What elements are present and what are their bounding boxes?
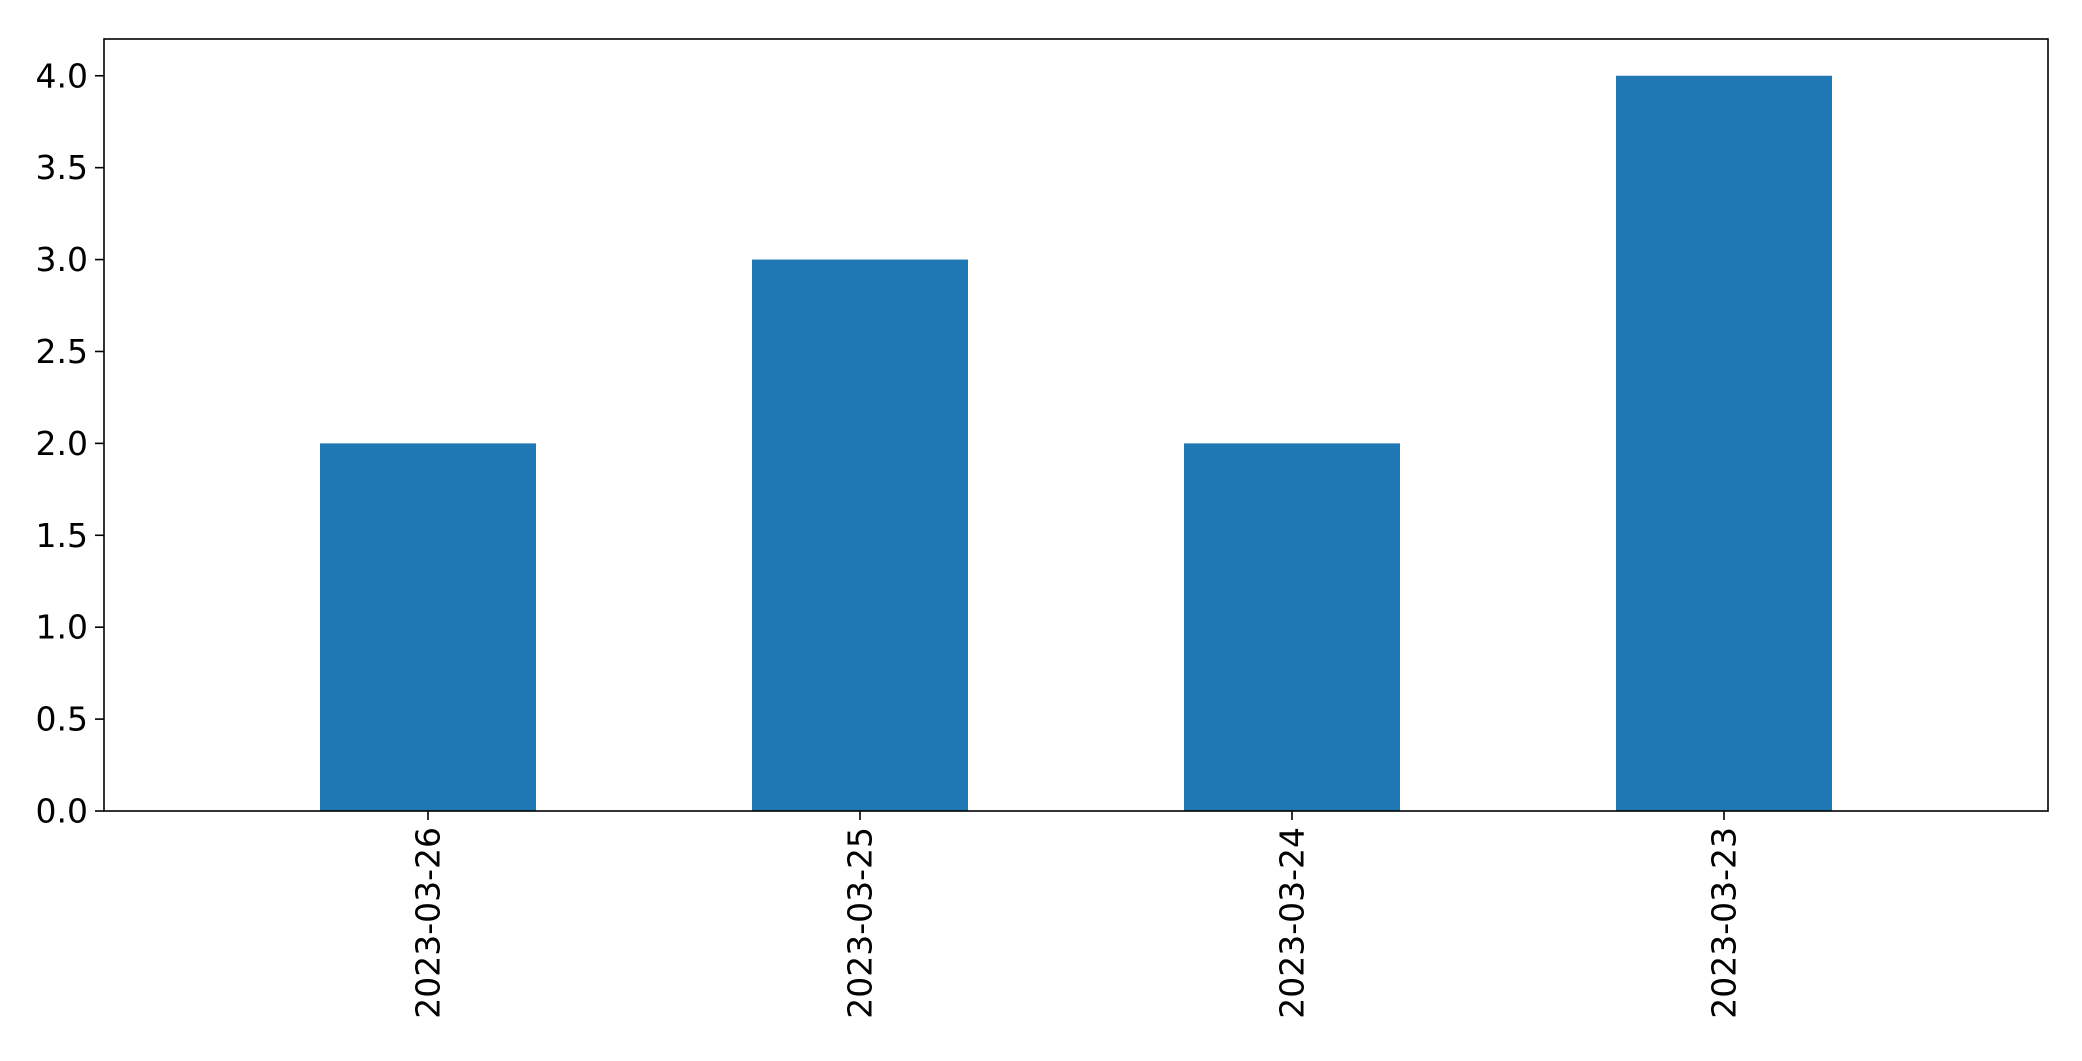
y-tick-label: 0.5 [36, 700, 88, 739]
y-tick-label: 1.5 [36, 516, 88, 555]
bar-2023-03-24 [1184, 443, 1400, 811]
x-tick-label: 2023-03-26 [409, 827, 448, 1019]
y-tick-label: 3.0 [36, 240, 88, 279]
bar-2023-03-23 [1616, 75, 1832, 811]
y-tick-label: 0.0 [36, 792, 88, 831]
y-tick-label: 3.5 [36, 148, 88, 187]
y-tick-label: 2.5 [36, 332, 88, 371]
plot-frame [103, 38, 2049, 812]
y-tick-label: 4.0 [36, 56, 88, 95]
y-tick-label: 1.0 [36, 608, 88, 647]
bar-2023-03-26 [320, 443, 536, 811]
x-tick-label: 2023-03-24 [1273, 827, 1312, 1019]
bar-2023-03-25 [752, 259, 968, 812]
x-tick-label: 2023-03-23 [1705, 827, 1744, 1019]
y-tick-label: 2.0 [36, 424, 88, 463]
x-tick-label: 2023-03-25 [841, 827, 880, 1019]
ticks-layer: 0.0 0.5 1.0 1.5 2.0 2.5 3.0 3.5 4.0 2023-03-26 202… [36, 56, 1744, 1019]
bars-layer [320, 75, 1832, 812]
